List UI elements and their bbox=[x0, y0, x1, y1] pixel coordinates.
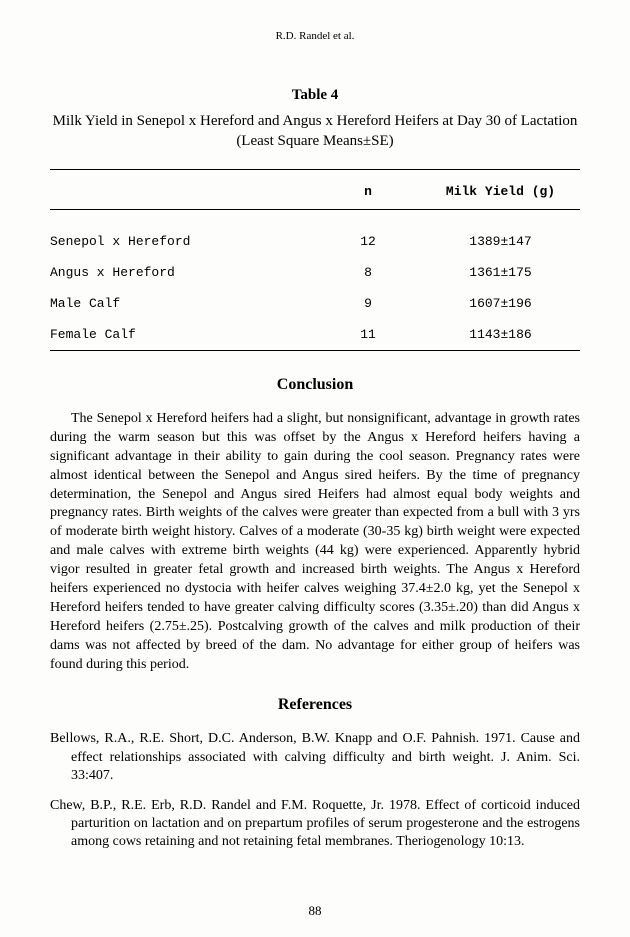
table-row bbox=[50, 210, 580, 227]
table-row: Senepol x Hereford 12 1389±147 bbox=[50, 226, 580, 257]
table-header-blank bbox=[50, 170, 315, 210]
table-row: Angus x Hereford 8 1361±175 bbox=[50, 257, 580, 288]
row-label: Angus x Hereford bbox=[50, 257, 315, 288]
table-row: Female Calf 11 1143±186 bbox=[50, 319, 580, 351]
table-title: Milk Yield in Senepol x Hereford and Ang… bbox=[50, 112, 580, 151]
row-yield: 1389±147 bbox=[421, 226, 580, 257]
references-heading: References bbox=[50, 696, 580, 714]
reference-item: Bellows, R.A., R.E. Short, D.C. Anderson… bbox=[50, 730, 580, 785]
row-n: 9 bbox=[315, 288, 421, 319]
row-n: 11 bbox=[315, 319, 421, 351]
row-label: Senepol x Hereford bbox=[50, 226, 315, 257]
conclusion-text: The Senepol x Hereford heifers had a sli… bbox=[50, 410, 580, 674]
table-header-yield: Milk Yield (g) bbox=[421, 170, 580, 210]
row-n: 12 bbox=[315, 226, 421, 257]
reference-item: Chew, B.P., R.E. Erb, R.D. Randel and F.… bbox=[50, 797, 580, 852]
row-n: 8 bbox=[315, 257, 421, 288]
table-row: Male Calf 9 1607±196 bbox=[50, 288, 580, 319]
page: R.D. Randel et al. Table 4 Milk Yield in… bbox=[0, 0, 630, 937]
page-number: 88 bbox=[0, 903, 630, 919]
header-author: R.D. Randel et al. bbox=[50, 30, 580, 42]
conclusion-heading: Conclusion bbox=[50, 376, 580, 394]
table-header-n: n bbox=[315, 170, 421, 210]
table-header-row: n Milk Yield (g) bbox=[50, 170, 580, 210]
row-label: Male Calf bbox=[50, 288, 315, 319]
table-label: Table 4 bbox=[50, 87, 580, 104]
row-yield: 1143±186 bbox=[421, 319, 580, 351]
row-yield: 1361±175 bbox=[421, 257, 580, 288]
data-table: n Milk Yield (g) Senepol x Hereford 12 1… bbox=[50, 169, 580, 351]
row-yield: 1607±196 bbox=[421, 288, 580, 319]
row-label: Female Calf bbox=[50, 319, 315, 351]
